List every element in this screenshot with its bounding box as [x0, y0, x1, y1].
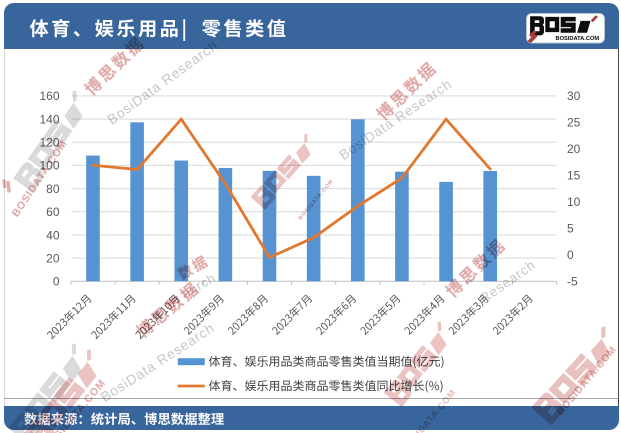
- svg-text:15: 15: [567, 169, 581, 183]
- svg-text:BOSIDATA.COM: BOSIDATA.COM: [556, 36, 600, 42]
- svg-text:160: 160: [39, 89, 59, 103]
- svg-text:BosiData Research: BosiData Research: [337, 76, 455, 163]
- svg-text:10: 10: [567, 195, 581, 209]
- svg-text:60: 60: [46, 205, 60, 219]
- svg-text:20: 20: [46, 251, 60, 265]
- svg-text:BosiData Research: BosiData Research: [98, 320, 217, 405]
- svg-text:20: 20: [567, 142, 581, 156]
- svg-text:80: 80: [46, 182, 60, 196]
- svg-text:30: 30: [567, 89, 581, 103]
- svg-text:25: 25: [567, 116, 581, 130]
- svg-text:0: 0: [567, 248, 574, 262]
- svg-text:BOSIDATA.COM: BOSIDATA.COM: [298, 178, 335, 221]
- svg-text:5: 5: [567, 222, 574, 236]
- svg-text:BosiData Research: BosiData Research: [105, 38, 221, 128]
- svg-text:-5: -5: [567, 275, 578, 289]
- svg-text:0: 0: [53, 275, 60, 289]
- svg-text:40: 40: [46, 228, 60, 242]
